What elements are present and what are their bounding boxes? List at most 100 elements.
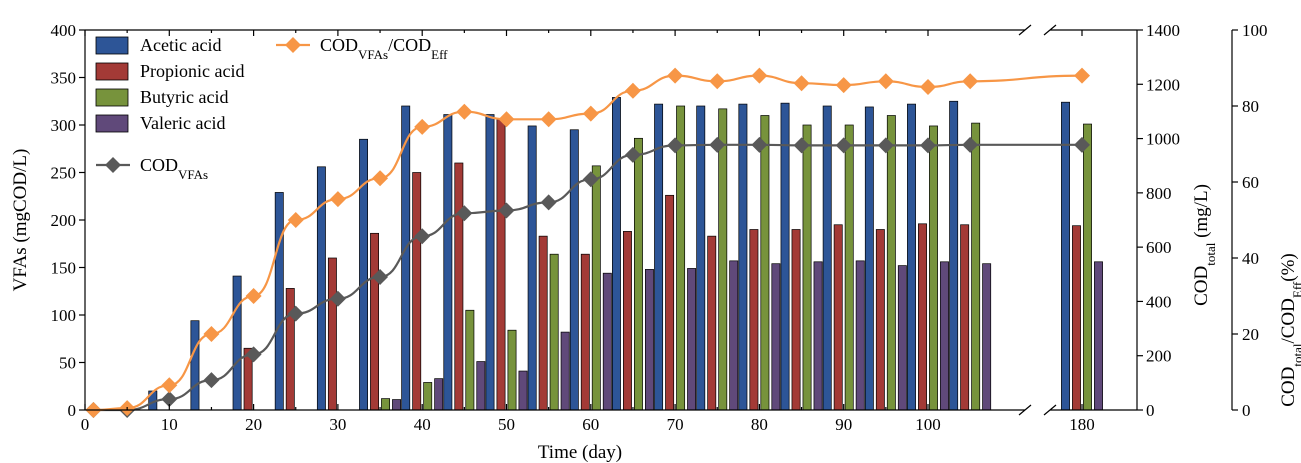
y-right1-tick-label-7: 1400 bbox=[1146, 21, 1180, 40]
y-right1-title-tail: (mg/L) bbox=[1191, 184, 1212, 243]
bar-0-17 bbox=[780, 102, 790, 411]
bar-2-14 bbox=[676, 105, 686, 411]
y-left-tick-label-7: 350 bbox=[51, 69, 77, 88]
y-right2-title-sub1: total bbox=[1290, 343, 1301, 366]
bar-0-5 bbox=[274, 192, 284, 411]
bar-2-20 bbox=[929, 125, 938, 411]
y-right2-title-main: COD bbox=[1278, 367, 1299, 407]
bar-3-16 bbox=[771, 263, 781, 411]
bar-3-19 bbox=[897, 265, 907, 411]
y-right2-tick-label-3: 60 bbox=[1242, 173, 1259, 192]
axis-break-mark-1 bbox=[1043, 404, 1057, 416]
bar-1-19 bbox=[875, 229, 885, 411]
legend-line-1-mid: /COD bbox=[388, 35, 431, 55]
bar-0-7 bbox=[359, 138, 369, 411]
line-marker-1-8 bbox=[414, 118, 431, 135]
line-marker-0-19 bbox=[877, 137, 894, 154]
legend-label-3: Valeric acid bbox=[140, 113, 225, 133]
x-tick-label-4: 40 bbox=[414, 415, 431, 434]
bar-3-14 bbox=[687, 268, 697, 411]
bar-2-21 bbox=[971, 122, 981, 411]
y-right1-tick-label-1: 200 bbox=[1146, 347, 1172, 366]
legend: Acetic acid Propionic acid Butyric acid Val… bbox=[95, 35, 448, 182]
y-right1-title-main: COD bbox=[1191, 266, 1212, 306]
y-right1-tick-label-0: 0 bbox=[1146, 401, 1155, 420]
y-right1-tick-label-4: 800 bbox=[1146, 184, 1172, 203]
y-right1-tick-label-6: 1200 bbox=[1146, 75, 1180, 94]
bar-0-15 bbox=[696, 105, 706, 411]
bar-2-18 bbox=[844, 124, 854, 411]
bar-1-12 bbox=[580, 253, 590, 411]
bar-0-3 bbox=[190, 320, 200, 411]
bar-2-16 bbox=[760, 115, 770, 411]
bar-3-18 bbox=[855, 260, 865, 411]
x-tick-label-2: 20 bbox=[245, 415, 262, 434]
legend-line-0-main: COD bbox=[140, 155, 178, 175]
line-marker-1-3 bbox=[203, 326, 220, 342]
legend-swatch-0 bbox=[95, 36, 129, 55]
axis-break-mark-2 bbox=[1018, 24, 1032, 36]
line-marker-1-19 bbox=[877, 73, 894, 90]
bar-1-10 bbox=[496, 118, 506, 411]
x-tick-label-8: 80 bbox=[751, 415, 768, 434]
legend-line-0-sub: VFAs bbox=[178, 167, 208, 182]
bar-1-6 bbox=[327, 257, 337, 411]
bar-2-7 bbox=[381, 398, 391, 411]
y-left-tick-label-1: 50 bbox=[59, 354, 76, 373]
bar-1-21 bbox=[960, 224, 970, 411]
line-marker-1-2 bbox=[161, 377, 178, 394]
line-marker-0-13 bbox=[624, 146, 641, 163]
line-marker-1-21 bbox=[962, 73, 979, 90]
line-marker-0-7 bbox=[372, 269, 389, 285]
y-right2-title-mid: /COD bbox=[1278, 298, 1299, 343]
lines-layer bbox=[85, 67, 1090, 418]
bar-2-22 bbox=[1083, 123, 1092, 411]
line-marker-0-21 bbox=[962, 136, 979, 153]
y-left-tick-label-2: 100 bbox=[51, 306, 77, 325]
bar-1-7 bbox=[370, 232, 380, 411]
bar-0-4 bbox=[232, 275, 242, 411]
bar-3-11 bbox=[560, 331, 570, 411]
line-marker-1-10 bbox=[498, 111, 515, 128]
bar-1-8 bbox=[412, 172, 422, 411]
bar-3-9 bbox=[476, 361, 486, 411]
line-marker-1-6 bbox=[329, 191, 346, 208]
bar-0-16 bbox=[738, 103, 748, 411]
bar-2-11 bbox=[549, 253, 559, 411]
y-right2-tick-label-0: 0 bbox=[1242, 401, 1251, 420]
axis-break-mark-0 bbox=[1018, 404, 1032, 416]
line-marker-1-16 bbox=[751, 67, 768, 84]
y-left-tick-label-8: 400 bbox=[51, 21, 77, 40]
line-marker-1-9 bbox=[456, 103, 473, 120]
x-tick-label-9: 90 bbox=[835, 415, 852, 434]
line-marker-0-4 bbox=[245, 346, 262, 363]
legend-label-2: Butyric acid bbox=[140, 87, 228, 107]
x-tick-label-7: 70 bbox=[667, 415, 684, 434]
line-marker-0-22 bbox=[1074, 136, 1090, 153]
bar-1-17 bbox=[791, 229, 801, 411]
line-marker-0-17 bbox=[793, 137, 810, 154]
bar-0-22 bbox=[1061, 101, 1070, 411]
bar-1-18 bbox=[833, 224, 843, 411]
line-marker-0-9 bbox=[456, 205, 473, 222]
line-marker-1-12 bbox=[582, 105, 599, 122]
line-marker-0-3 bbox=[203, 372, 220, 389]
y-right1-tick-label-5: 1000 bbox=[1146, 130, 1180, 149]
legend-line-1-sub2: Eff bbox=[431, 47, 448, 62]
y-right2-title-tail: (%) bbox=[1278, 253, 1299, 281]
bar-3-7 bbox=[392, 399, 402, 411]
legend-marker-0 bbox=[105, 157, 121, 173]
y-right2-tick-label-4: 80 bbox=[1242, 97, 1259, 116]
bar-0-11 bbox=[527, 125, 537, 411]
legend-line-1-main: COD bbox=[320, 35, 358, 55]
legend-swatch-1 bbox=[95, 62, 129, 81]
x-tick-label-5: 50 bbox=[498, 415, 515, 434]
line-series-1 bbox=[93, 74, 1083, 412]
line-marker-0-11 bbox=[540, 194, 557, 211]
bar-2-12 bbox=[591, 165, 601, 411]
line-marker-1-4 bbox=[245, 288, 262, 304]
bars-layer bbox=[148, 97, 1103, 411]
bar-2-17 bbox=[802, 124, 812, 411]
y-right1-tick-label-3: 600 bbox=[1146, 238, 1172, 257]
